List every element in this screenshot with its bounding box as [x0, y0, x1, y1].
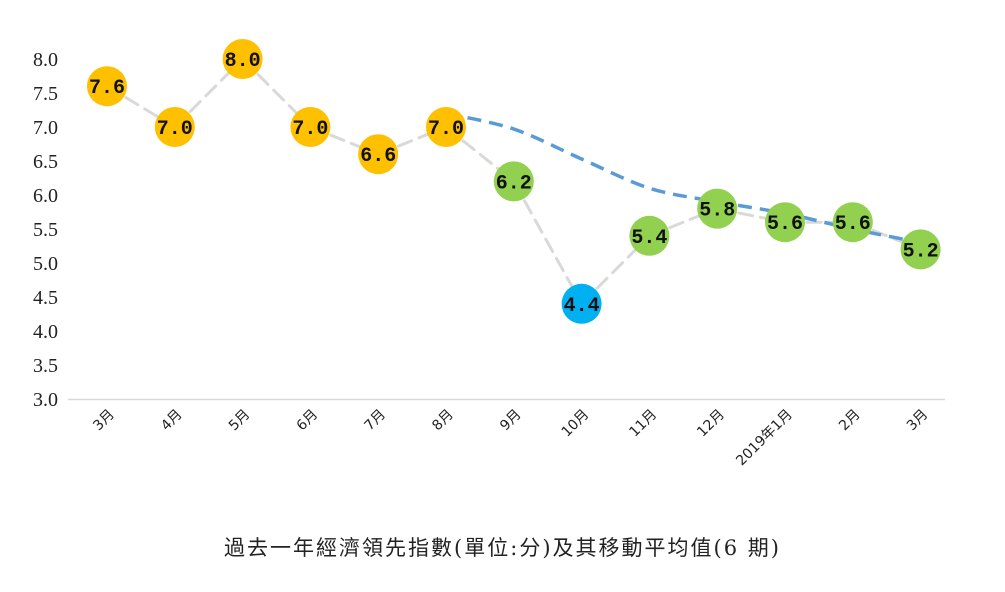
data-point: [493, 161, 534, 202]
x-tick-label: 3月: [90, 407, 118, 435]
leading-index-chart: 3.0 3.5 4.0 4.5 5.0 5.5 6.0 6.5 7.0 7.5 8.0 3月 4月 5月 6…: [33, 39, 945, 470]
y-tick-label: 5.0: [33, 253, 58, 275]
data-label: 6.6: [360, 145, 396, 168]
data-point: [290, 107, 331, 147]
y-tick-label: 4.0: [33, 321, 58, 343]
x-tick-label: 10月: [559, 407, 593, 441]
data-point: [222, 39, 263, 79]
x-tick-label: 5月: [226, 407, 254, 435]
y-tick-label: 5.5: [33, 219, 58, 241]
y-tick-label: 7.0: [33, 117, 58, 139]
data-point: [358, 134, 399, 175]
data-label: 5.8: [699, 200, 735, 223]
data-label: 8.0: [225, 50, 261, 73]
data-point: [561, 283, 602, 324]
index-line-segment: [512, 179, 584, 306]
data-point: [900, 229, 941, 270]
data-point: [426, 107, 466, 147]
data-label: 5.4: [631, 227, 667, 250]
x-tick-label: 2019年1月: [733, 407, 796, 470]
y-tick-label: 3.0: [33, 389, 58, 411]
y-tick-label: 8.0: [33, 49, 58, 71]
x-tick-label: 11月: [626, 407, 660, 441]
data-label: 5.6: [767, 213, 803, 236]
data-label: 7.0: [292, 118, 328, 141]
data-point: [697, 188, 738, 229]
data-label: 7.6: [89, 77, 125, 100]
data-point: [765, 202, 805, 243]
points-layer: 7.6 7.0 8.0 7.0 6.6 7.0 6.2 4.4 5.4 5.8 5.6 5.6 5.2: [87, 39, 941, 324]
x-tick-label: 8月: [429, 407, 457, 435]
x-tick-label: 4月: [158, 407, 186, 435]
data-label: 7.0: [428, 118, 464, 141]
x-tick-label: 3月: [904, 407, 932, 435]
data-label: 7.0: [157, 118, 193, 141]
y-tick-label: 6.5: [33, 151, 58, 173]
y-tick-label: 4.5: [33, 287, 58, 309]
y-tick-label: 7.5: [33, 83, 58, 105]
y-tick-label: 6.0: [33, 185, 58, 207]
x-tick-label: 12月: [694, 407, 728, 441]
data-label: 5.2: [903, 240, 939, 263]
data-label: 5.6: [835, 213, 871, 236]
data-point: [832, 202, 873, 243]
chart-title: 過去一年經濟領先指數(單位:分)及其移動平均值(6 期): [224, 536, 781, 560]
x-tick-label: 2月: [836, 407, 864, 435]
data-point: [87, 66, 127, 107]
data-point: [154, 107, 195, 147]
x-tick-label: 9月: [497, 407, 525, 435]
x-tick-label: 7月: [362, 407, 390, 435]
data-label: 6.2: [496, 172, 532, 195]
data-label: 4.4: [564, 295, 600, 318]
x-tick-label: 6月: [294, 407, 322, 435]
data-point: [629, 215, 670, 256]
y-tick-label: 3.5: [33, 355, 58, 377]
